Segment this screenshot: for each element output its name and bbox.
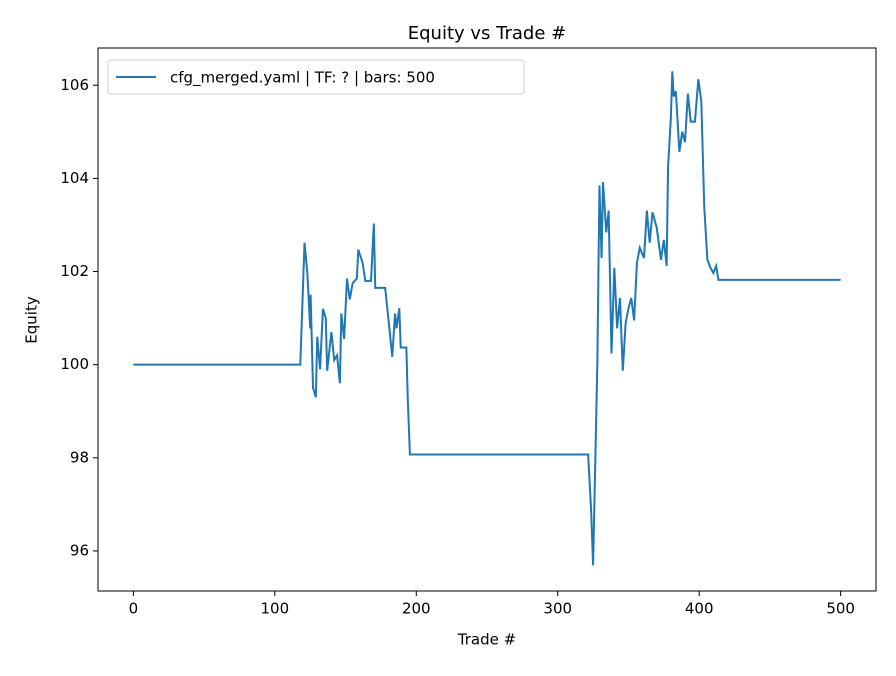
x-tick-label: 200 xyxy=(402,600,431,618)
x-tick-label: 300 xyxy=(543,600,572,618)
x-tick-label: 100 xyxy=(260,600,289,618)
legend-box xyxy=(107,59,525,95)
y-tick-label: 96 xyxy=(70,541,89,559)
x-tick-label: 500 xyxy=(826,600,855,618)
x-axis-label: Trade # xyxy=(457,631,516,649)
y-tick-label: 100 xyxy=(60,355,89,373)
line-series xyxy=(133,71,841,566)
x-tick-label: 400 xyxy=(685,600,714,618)
legend-label: cfg_merged.yaml | TF: ? | bars: 500 xyxy=(170,69,435,88)
x-tick-label: 0 xyxy=(129,600,139,618)
chart-title: Equity vs Trade # xyxy=(408,23,566,44)
y-tick-label: 106 xyxy=(60,76,89,94)
y-tick-label: 102 xyxy=(60,262,89,280)
y-axis-label: Equity xyxy=(23,296,41,344)
y-tick-label: 98 xyxy=(70,448,89,466)
plot-frame xyxy=(97,47,877,592)
y-tick-label: 104 xyxy=(60,169,89,187)
